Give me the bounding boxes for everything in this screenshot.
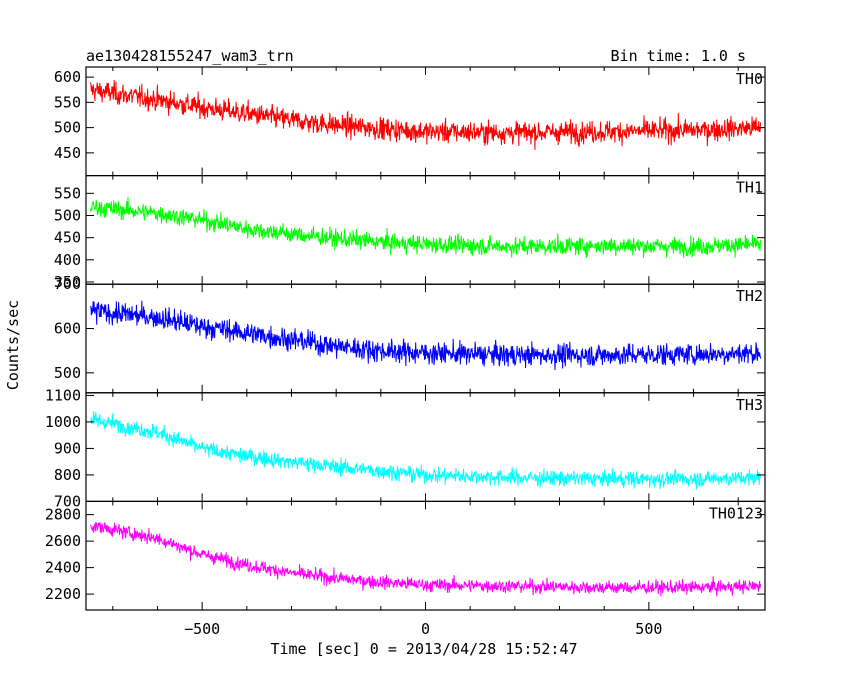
series-label-th0: TH0 bbox=[736, 70, 763, 88]
y-tick-label: 800 bbox=[54, 466, 81, 484]
series-label-th3: TH3 bbox=[736, 396, 763, 414]
series-line-th0 bbox=[89, 79, 762, 150]
y-axis-label: Counts/sec bbox=[4, 300, 22, 390]
y-tick-label: 2200 bbox=[45, 585, 81, 603]
x-tick-label: 0 bbox=[421, 620, 430, 638]
panel-th0123: 2200 2400 2600 2800 TH0123 bbox=[45, 500, 766, 611]
y-tick-label: 700 bbox=[54, 492, 81, 510]
panel-stack: 450 500 550 600 TH0 350 400 450 500 550 TH1 500 600 7… bbox=[45, 66, 766, 638]
series-label-th1: TH1 bbox=[736, 179, 763, 197]
y-tick-label: 700 bbox=[54, 275, 81, 293]
y-tick-label: 2800 bbox=[45, 506, 81, 524]
x-tick-label: −500 bbox=[184, 620, 220, 638]
chart-subtitle: Bin time: 1.0 s bbox=[611, 47, 746, 65]
y-tick-label: 2600 bbox=[45, 532, 81, 550]
y-tick-label: 1000 bbox=[45, 413, 81, 431]
y-tick-label: 400 bbox=[54, 251, 81, 269]
series-line-th3 bbox=[90, 411, 762, 490]
x-tick-label: 500 bbox=[635, 620, 662, 638]
y-tick-label: 2400 bbox=[45, 559, 81, 577]
y-tick-label: 1100 bbox=[45, 386, 81, 404]
series-line-th2 bbox=[89, 300, 762, 371]
chart-title: ae130428155247_wam3_trn bbox=[86, 47, 294, 65]
y-tick-label: 550 bbox=[54, 93, 81, 111]
series-label-th0123: TH0123 bbox=[709, 504, 763, 522]
series-label-th2: TH2 bbox=[736, 287, 763, 305]
panel-th1: 350 400 450 500 550 TH1 bbox=[54, 175, 766, 291]
y-tick-label: 450 bbox=[54, 229, 81, 247]
y-tick-label: 600 bbox=[54, 320, 81, 338]
y-tick-label: 450 bbox=[54, 144, 81, 162]
x-axis-label: Time [sec] 0 = 2013/04/28 15:52:47 bbox=[270, 640, 577, 658]
y-tick-label: 500 bbox=[54, 119, 81, 137]
series-line-th0123 bbox=[89, 521, 762, 597]
y-tick-label: 600 bbox=[54, 68, 81, 86]
y-tick-label: 350 bbox=[54, 273, 81, 291]
y-tick-label: 500 bbox=[54, 364, 81, 382]
series-line-th1 bbox=[89, 196, 762, 259]
y-tick-label: 500 bbox=[54, 206, 81, 224]
y-tick-label: 900 bbox=[54, 439, 81, 457]
y-tick-label: 550 bbox=[54, 184, 81, 202]
